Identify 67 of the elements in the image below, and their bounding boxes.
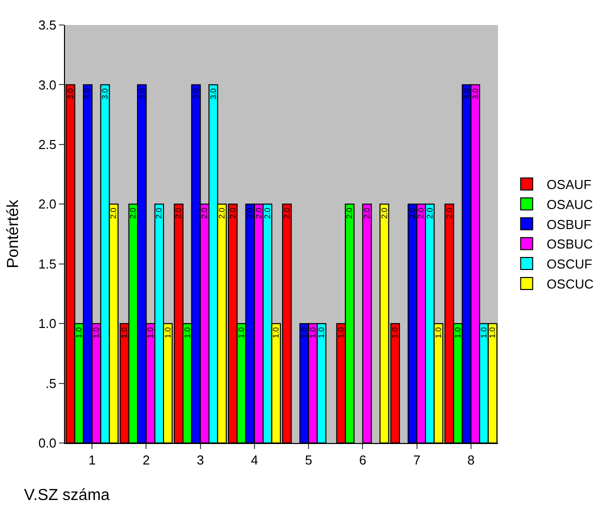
data-label: 2.0 [282,207,292,219]
x-tick-label: 1 [88,452,96,468]
y-tick-label: 2.5 [38,136,56,152]
data-label: 3.0 [100,88,110,100]
data-label: 1.0 [272,326,281,338]
data-label: 2.0 [200,207,210,219]
data-label: 2.0 [416,207,426,219]
data-label: 1.0 [479,326,488,338]
data-label: 2.0 [228,207,238,219]
data-label: 2.0 [109,207,118,219]
y-tick-label: 1.0 [38,316,56,332]
legend-label: OSBUC [546,236,593,252]
data-label: 3.0 [191,88,200,100]
data-label: 1.0 [336,326,346,338]
data-label: 1.0 [453,326,462,338]
data-label: 3.0 [137,88,146,100]
data-label: 3.0 [208,88,218,100]
data-label: 1.0 [434,326,443,338]
data-label: 2.0 [380,207,389,219]
x-tick-label: 6 [359,452,366,468]
data-label: 2.0 [444,207,454,219]
data-label: 1.0 [74,326,84,338]
x-tick-label: 3 [196,452,204,468]
legend-label: OSAUF [546,177,592,192]
data-label: 2.0 [217,207,226,219]
y-tick-label: 2.0 [38,196,56,212]
data-label: 2.0 [246,207,255,219]
data-label: 1.0 [488,326,498,338]
data-label: 2.0 [254,207,264,219]
data-label: 1.0 [182,326,192,338]
legend-label: OSBUF [546,216,592,232]
y-tick-label: 3.0 [38,77,56,92]
data-label: 1.0 [236,326,246,338]
y-tick-label: 0.0 [38,436,56,451]
legend-label: OSCUC [546,276,594,292]
data-label: 1.0 [146,326,156,338]
data-label: 3.0 [83,88,92,100]
x-axis-title: V.SZ száma [24,487,110,504]
data-label: 1.0 [120,326,130,338]
data-label: 1.0 [317,326,326,338]
legend-label: OSCUF [546,256,592,272]
data-label: 1.0 [163,326,172,338]
y-tick-label: 1.5 [38,256,56,272]
y-tick-label: .5 [46,376,56,391]
data-label: 1.0 [92,326,101,338]
legend-label: OSAUC [546,196,593,212]
x-tick-label: 5 [304,452,312,468]
data-label: 2.0 [262,207,272,219]
x-tick-label: 4 [250,452,258,468]
x-tick-label: 8 [467,452,475,468]
data-label: 3.0 [470,88,480,100]
data-label: 2.0 [128,207,138,219]
data-label: 2.0 [345,207,354,219]
y-axis-title: Pontérték [5,198,22,268]
data-label: 2.0 [362,207,372,219]
data-label: 3.0 [462,88,472,100]
data-label: 1.0 [390,326,400,338]
x-tick-label: 2 [142,452,150,468]
y-tick-label: 3.5 [38,18,56,33]
data-label: 1.0 [308,326,318,338]
data-label: 2.0 [408,207,417,219]
data-label: 3.0 [66,88,75,100]
data-label: 2.0 [425,207,434,219]
data-label: 2.0 [154,207,164,219]
data-label: 1.0 [300,326,309,338]
data-label: 2.0 [174,207,184,219]
x-tick-label: 7 [413,452,420,468]
